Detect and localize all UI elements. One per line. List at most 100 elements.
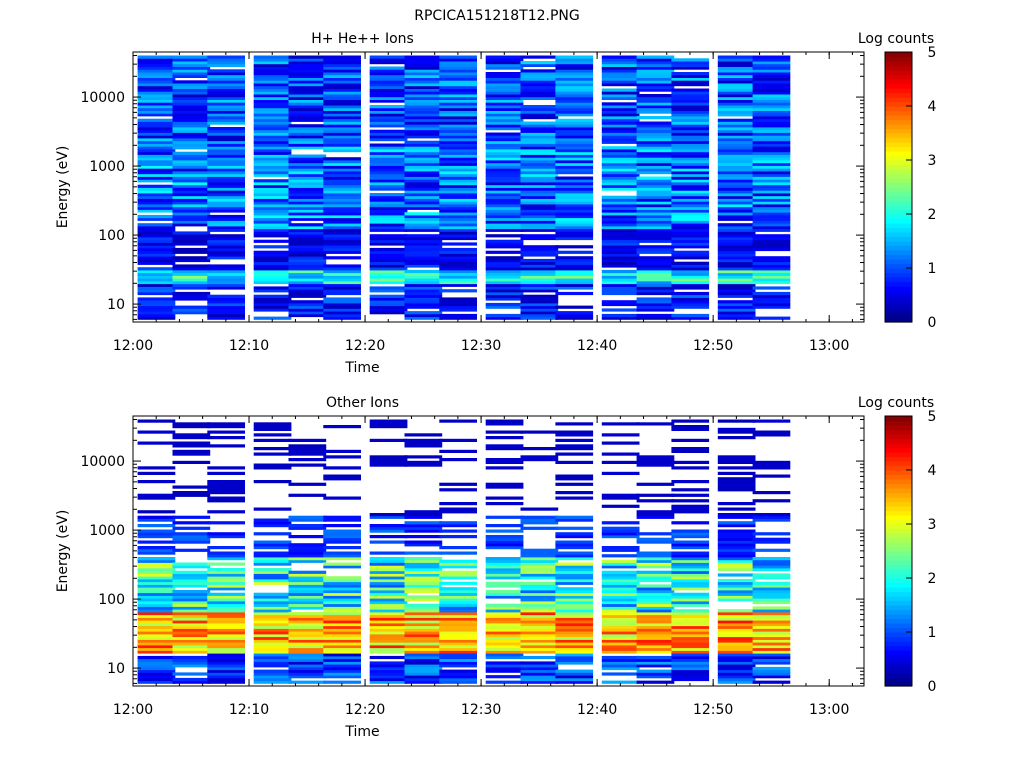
heatmap-cell: [636, 146, 675, 150]
heatmap-cell: [601, 587, 640, 591]
heatmap-cell: [636, 611, 675, 616]
heatmap-cell: [172, 633, 211, 638]
heatmap-cell: [636, 151, 675, 155]
heatmap-cell: [207, 96, 245, 100]
heatmap-cell: [137, 63, 176, 67]
heatmap-cell: [137, 83, 176, 87]
heatmap-cell: [207, 598, 245, 602]
heatmap-cell: [671, 116, 710, 120]
heatmap-cell: [172, 209, 211, 213]
heatmap-cell: [369, 568, 408, 572]
heatmap-cell: [671, 124, 710, 128]
heatmap-cell: [671, 74, 710, 78]
heatmap-cell: [207, 600, 245, 605]
heatmap-cell: [439, 438, 477, 442]
colorbar-segment: [885, 110, 912, 116]
heatmap-cell: [207, 570, 245, 574]
heatmap-cell: [404, 286, 443, 290]
heatmap-cell: [207, 658, 245, 662]
heatmap-cell: [172, 58, 211, 62]
heatmap-cell: [485, 524, 524, 528]
heatmap-cell: [172, 548, 211, 552]
heatmap-cell: [671, 677, 710, 682]
colorbar-segment: [885, 519, 912, 525]
heatmap-cell: [717, 419, 756, 423]
heatmap-cell: [172, 146, 211, 150]
heatmap-cell: [288, 444, 327, 448]
heatmap-cell: [601, 313, 640, 318]
heatmap-cell: [369, 557, 408, 561]
heatmap-cell: [253, 653, 292, 657]
heatmap-cell: [439, 570, 477, 574]
heatmap-cell: [636, 116, 675, 120]
colorbar-segment: [885, 537, 912, 543]
heatmap-cell: [636, 658, 675, 662]
heatmap-cell: [439, 644, 477, 649]
colorbar-segment: [885, 560, 912, 566]
heatmap-cell: [404, 225, 443, 230]
heatmap-cell: [485, 606, 524, 610]
heatmap-cell: [439, 184, 477, 188]
heatmap-cell: [172, 578, 211, 583]
heatmap-cell: [172, 187, 211, 191]
heatmap-cell: [369, 225, 408, 230]
heatmap-cell: [485, 140, 524, 144]
heatmap-cell: [369, 655, 408, 660]
heatmap-cell: [323, 466, 361, 470]
heatmap-cell: [404, 234, 443, 238]
heatmap-cell: [555, 85, 594, 89]
heatmap-cell: [172, 589, 211, 594]
heatmap-cell: [485, 540, 524, 544]
heatmap-cell: [207, 129, 245, 133]
heatmap-cell: [207, 672, 245, 676]
heatmap-cell: [404, 179, 443, 183]
heatmap-cell: [636, 135, 675, 139]
heatmap-cell: [323, 611, 361, 616]
heatmap-cell: [555, 438, 594, 442]
heatmap-cell: [717, 143, 756, 147]
heatmap-cell: [717, 129, 756, 133]
heatmap-cell: [369, 269, 408, 274]
heatmap-cell: [717, 154, 756, 158]
heatmap-cell: [636, 647, 675, 651]
heatmap-cell: [404, 253, 443, 257]
heatmap-cell: [172, 441, 211, 445]
heatmap-cell: [439, 72, 477, 76]
heatmap-cell: [485, 297, 524, 301]
heatmap-cell: [520, 592, 559, 596]
heatmap-cell: [323, 300, 361, 304]
heatmap-cell: [601, 535, 640, 539]
heatmap-cell: [288, 193, 327, 197]
heatmap-cell: [555, 80, 594, 84]
heatmap-cell: [207, 422, 245, 426]
heatmap-cell: [439, 234, 477, 238]
heatmap-cell: [172, 151, 211, 155]
heatmap-cell: [520, 135, 559, 139]
heatmap-cell: [752, 661, 791, 665]
heatmap-cell: [288, 672, 327, 676]
heatmap-cell: [752, 680, 791, 684]
heatmap-cell: [207, 61, 245, 65]
heatmap-cell: [717, 289, 756, 293]
heatmap-cell: [520, 253, 559, 257]
heatmap-cell: [520, 302, 559, 307]
heatmap-cell: [172, 193, 211, 197]
heatmap-cell: [636, 140, 675, 144]
heatmap-cell: [671, 300, 710, 304]
heatmap-cell: [137, 297, 176, 301]
heatmap-cell: [555, 589, 594, 594]
heatmap-cell: [752, 419, 791, 423]
heatmap-cell: [288, 269, 327, 274]
heatmap-cell: [369, 72, 408, 76]
heatmap-cell: [253, 94, 292, 98]
heatmap-cell: [137, 99, 176, 103]
heatmap-cell: [485, 269, 524, 274]
heatmap-cell: [207, 228, 245, 232]
heatmap-cell: [555, 220, 594, 224]
heatmap-cell: [172, 201, 211, 205]
heatmap-cell: [404, 524, 443, 528]
heatmap-cell: [404, 143, 443, 147]
heatmap-cell: [717, 455, 756, 459]
heatmap-cell: [520, 129, 559, 133]
heatmap-cell: [172, 283, 211, 287]
